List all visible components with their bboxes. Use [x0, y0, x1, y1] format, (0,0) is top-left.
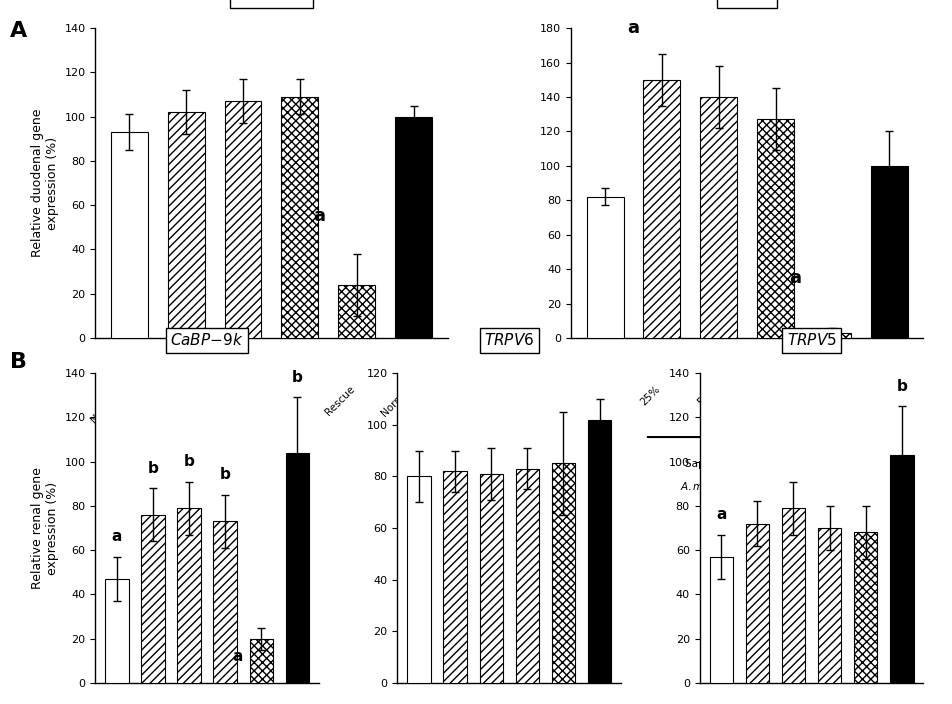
Text: b: b — [184, 454, 194, 469]
Bar — [709, 557, 733, 683]
Text: Sap of: Sap of — [209, 459, 243, 469]
Text: 50%: 50% — [696, 384, 719, 408]
Text: $\it{TRPV6}$: $\it{TRPV6}$ — [485, 332, 534, 348]
Text: Rescue: Rescue — [324, 384, 357, 417]
Text: Normal: Normal — [856, 384, 889, 418]
Bar — [782, 508, 805, 683]
Text: $\it{CaBP{-}9k}$: $\it{CaBP{-}9k}$ — [235, 0, 308, 4]
Text: 50%: 50% — [220, 384, 243, 408]
Bar — [516, 469, 539, 683]
Bar — [105, 579, 129, 683]
Bar — [644, 80, 681, 338]
Text: 100%: 100% — [747, 384, 776, 413]
Bar — [701, 97, 737, 338]
Bar — [213, 522, 237, 683]
Text: $\it{CaBP{-}9k}$: $\it{CaBP{-}9k}$ — [170, 332, 244, 348]
Bar — [871, 166, 908, 338]
Text: a: a — [789, 269, 802, 287]
Text: b: b — [897, 379, 907, 394]
Bar — [814, 333, 851, 338]
Text: b: b — [220, 467, 230, 482]
Text: $\it{TRPV5}$: $\it{TRPV5}$ — [786, 332, 837, 348]
Bar — [586, 197, 624, 338]
Text: B: B — [10, 352, 27, 372]
Text: Negative: Negative — [565, 384, 605, 425]
Bar — [854, 532, 878, 683]
Bar — [249, 639, 273, 683]
Text: Normal: Normal — [380, 384, 413, 418]
Bar — [177, 508, 201, 683]
Text: A: A — [10, 21, 27, 41]
Bar — [141, 515, 165, 683]
Bar — [282, 96, 318, 338]
Text: $\it{A.mono}$: $\it{A.mono}$ — [204, 480, 248, 492]
Bar — [444, 471, 466, 683]
Bar — [168, 112, 205, 338]
Bar — [552, 463, 575, 683]
Text: 100%: 100% — [272, 384, 300, 413]
Bar — [757, 120, 794, 338]
Text: a: a — [716, 508, 726, 522]
Text: b: b — [292, 370, 303, 385]
Text: a: a — [233, 649, 243, 664]
Bar — [480, 474, 503, 683]
Text: $\it{A.mono}$: $\it{A.mono}$ — [680, 480, 724, 492]
Text: b: b — [148, 461, 158, 476]
Bar — [587, 420, 611, 683]
Bar — [395, 117, 432, 338]
Y-axis label: Relative renal gene
expression (%): Relative renal gene expression (%) — [30, 467, 59, 589]
Y-axis label: Relative duodenal gene
expression (%): Relative duodenal gene expression (%) — [30, 109, 59, 257]
Bar — [110, 132, 148, 338]
Text: 25%: 25% — [639, 384, 662, 408]
Text: 25%: 25% — [163, 384, 187, 408]
Bar — [745, 524, 769, 683]
Bar — [818, 528, 842, 683]
Bar — [286, 453, 309, 683]
Text: a: a — [313, 207, 326, 225]
Bar — [407, 477, 431, 683]
Text: Sap of: Sap of — [685, 459, 718, 469]
Bar — [890, 455, 914, 683]
Bar — [338, 285, 375, 338]
Text: a: a — [111, 529, 122, 544]
Text: Rescue: Rescue — [799, 384, 832, 417]
Bar — [225, 101, 262, 338]
Text: a: a — [627, 19, 640, 37]
Text: $\it{TRPV6}$: $\it{TRPV6}$ — [722, 0, 772, 4]
Text: Negative: Negative — [89, 384, 129, 425]
